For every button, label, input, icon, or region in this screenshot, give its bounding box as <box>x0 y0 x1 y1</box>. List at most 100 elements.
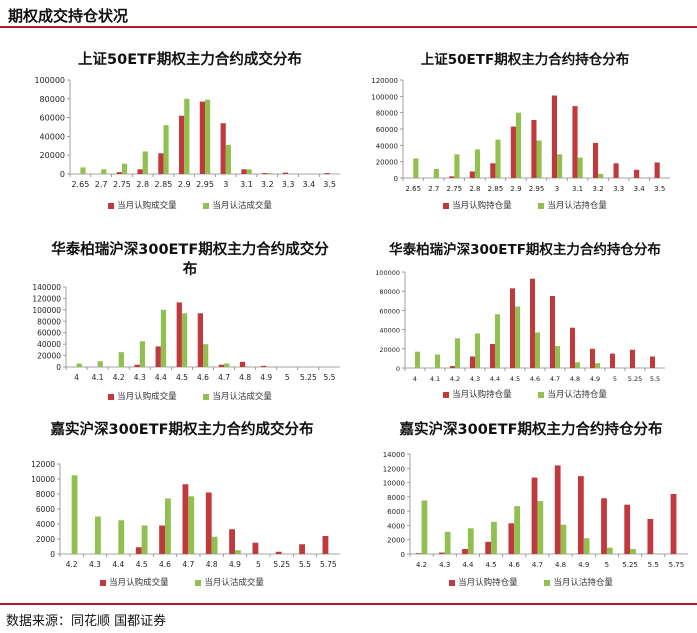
report-header: 期权成交持仓状况 <box>0 0 697 28</box>
bar-put <box>413 158 419 178</box>
legend-swatch-call <box>443 391 450 398</box>
y-tick-label: 0 <box>396 365 400 373</box>
bar-call <box>159 525 165 554</box>
x-tick-label: 4 <box>74 373 79 382</box>
chart-svg: 0 20000 40000 60000 80000 100000 2.65 2.7 2.75 2.… <box>34 76 340 189</box>
legend-label-call: 当月认购持仓量 <box>452 201 512 211</box>
bar-call <box>299 544 305 554</box>
y-tick-label: 4000 <box>387 522 405 530</box>
bar-call <box>613 163 619 178</box>
y-tick-label: 80000 <box>379 288 400 296</box>
bar-call <box>199 101 205 174</box>
bar-put <box>433 169 439 178</box>
legend-item-call: 当月认购成交量 <box>100 576 169 588</box>
bar-put <box>415 351 420 368</box>
bar-put <box>95 516 101 554</box>
bar-call <box>610 353 615 368</box>
bar-put <box>181 313 188 367</box>
bar-call <box>510 288 515 368</box>
x-tick-label: 4.3 <box>89 560 101 569</box>
legend-label-put: 当月认沽持仓量 <box>547 201 607 211</box>
bar-call <box>176 302 182 367</box>
y-tick-label: 40000 <box>40 132 65 141</box>
y-tick-label: 20000 <box>376 159 398 167</box>
bar-put <box>139 341 146 367</box>
x-tick-label: 4.6 <box>197 373 209 382</box>
x-tick-label: 4.6 <box>509 561 521 569</box>
bar-put <box>165 498 171 554</box>
bar-put <box>121 163 128 174</box>
x-tick-label: 5.75 <box>320 560 337 569</box>
bar-call <box>577 476 584 554</box>
legend-swatch-put <box>203 202 210 209</box>
bar-call <box>592 142 599 178</box>
x-tick-label: 4.7 <box>550 375 560 383</box>
x-tick-label: 3.5 <box>654 185 665 193</box>
x-tick-label: 4.3 <box>134 373 146 382</box>
chart-50etf-open-interest: 上证50ETF期权主力合约持仓分布 0 20000 40000 60000 80000 1… <box>365 50 685 215</box>
bar-put <box>80 167 86 174</box>
bar-call <box>462 549 468 554</box>
chart-title: 上证50ETF期权主力合约持仓分布 <box>420 52 630 68</box>
legend-swatch-call <box>443 202 450 209</box>
y-tick-label: 80000 <box>376 110 398 118</box>
x-tick-label: 4.7 <box>182 560 194 569</box>
legend-label-put: 当月认沽持仓量 <box>547 390 607 400</box>
bar-call <box>241 169 247 174</box>
x-tick-label: 4.5 <box>486 561 497 569</box>
x-tick-label: 4.2 <box>416 561 427 569</box>
bar-call <box>485 541 492 554</box>
x-tick-label: 4.9 <box>229 560 241 569</box>
bar-call <box>229 529 235 554</box>
bar-put <box>495 314 500 368</box>
chart-svg: 0 2000 4000 6000 8000 10000 12000 4.2 4.3 4.4 4.5 4… <box>31 460 340 569</box>
y-tick-label: 100000 <box>34 76 65 85</box>
legend-swatch-put <box>195 579 202 586</box>
bar-call <box>239 361 246 367</box>
legend-swatch-put <box>203 393 210 400</box>
bar-put <box>160 309 167 367</box>
chart-50etf-volume: 上证50ETF期权主力合约成交分布 0 20000 40000 60000 80000 1… <box>30 50 350 215</box>
x-tick-label: 4.1 <box>92 373 104 382</box>
bar-call <box>490 163 496 178</box>
bar-put <box>118 352 124 367</box>
legend-swatch-put <box>538 202 545 209</box>
bar-call <box>218 364 225 367</box>
chart-svg: 0 20000 40000 60000 80000 100000 120000 2.65 2.7… <box>371 77 670 193</box>
bar-put <box>97 361 103 367</box>
x-tick-label: 3.3 <box>613 185 624 193</box>
bar-call <box>135 547 142 554</box>
x-tick-label: 4.4 <box>490 375 500 383</box>
x-tick-label: 3.5 <box>323 180 336 189</box>
chart-harvest-volume: 嘉实沪深300ETF期权主力合约成交分布 0 2000 4000 6000 8000 10… <box>22 420 342 595</box>
x-tick-label: 3.2 <box>261 180 274 189</box>
bar-call <box>282 172 289 174</box>
bar-call <box>554 465 561 554</box>
bar-call <box>324 173 330 174</box>
bar-put <box>606 547 613 554</box>
chart-title: 华泰柏瑞沪深300ETF期权主力合约持仓分布 <box>389 242 661 258</box>
bar-call <box>550 296 555 368</box>
bar-call <box>438 552 445 554</box>
x-tick-label: 5.5 <box>323 373 335 382</box>
bar-call <box>469 171 475 178</box>
legend-item-put: 当月认沽成交量 <box>203 199 272 211</box>
x-tick-label: 5 <box>256 560 261 569</box>
x-tick-label: 5 <box>605 561 609 569</box>
x-tick-label: 3.3 <box>282 180 295 189</box>
bar-call <box>508 523 515 554</box>
bar-put <box>598 173 604 178</box>
x-tick-label: 2.7 <box>428 185 439 193</box>
legend-swatch-put <box>538 391 545 398</box>
bar-put <box>205 99 211 174</box>
y-tick-label: 0 <box>401 551 405 559</box>
chart-title: 华泰柏瑞沪深300ETF期权主力合约成交分布 <box>51 242 329 278</box>
bar-call <box>530 278 535 368</box>
y-tick-label: 120000 <box>371 77 398 85</box>
bar-put <box>101 169 107 174</box>
bar-put <box>515 306 520 368</box>
bar-put <box>184 98 190 174</box>
y-tick-label: 20000 <box>40 151 65 160</box>
x-tick-label: 4.5 <box>176 373 188 382</box>
bar-put <box>267 173 273 174</box>
